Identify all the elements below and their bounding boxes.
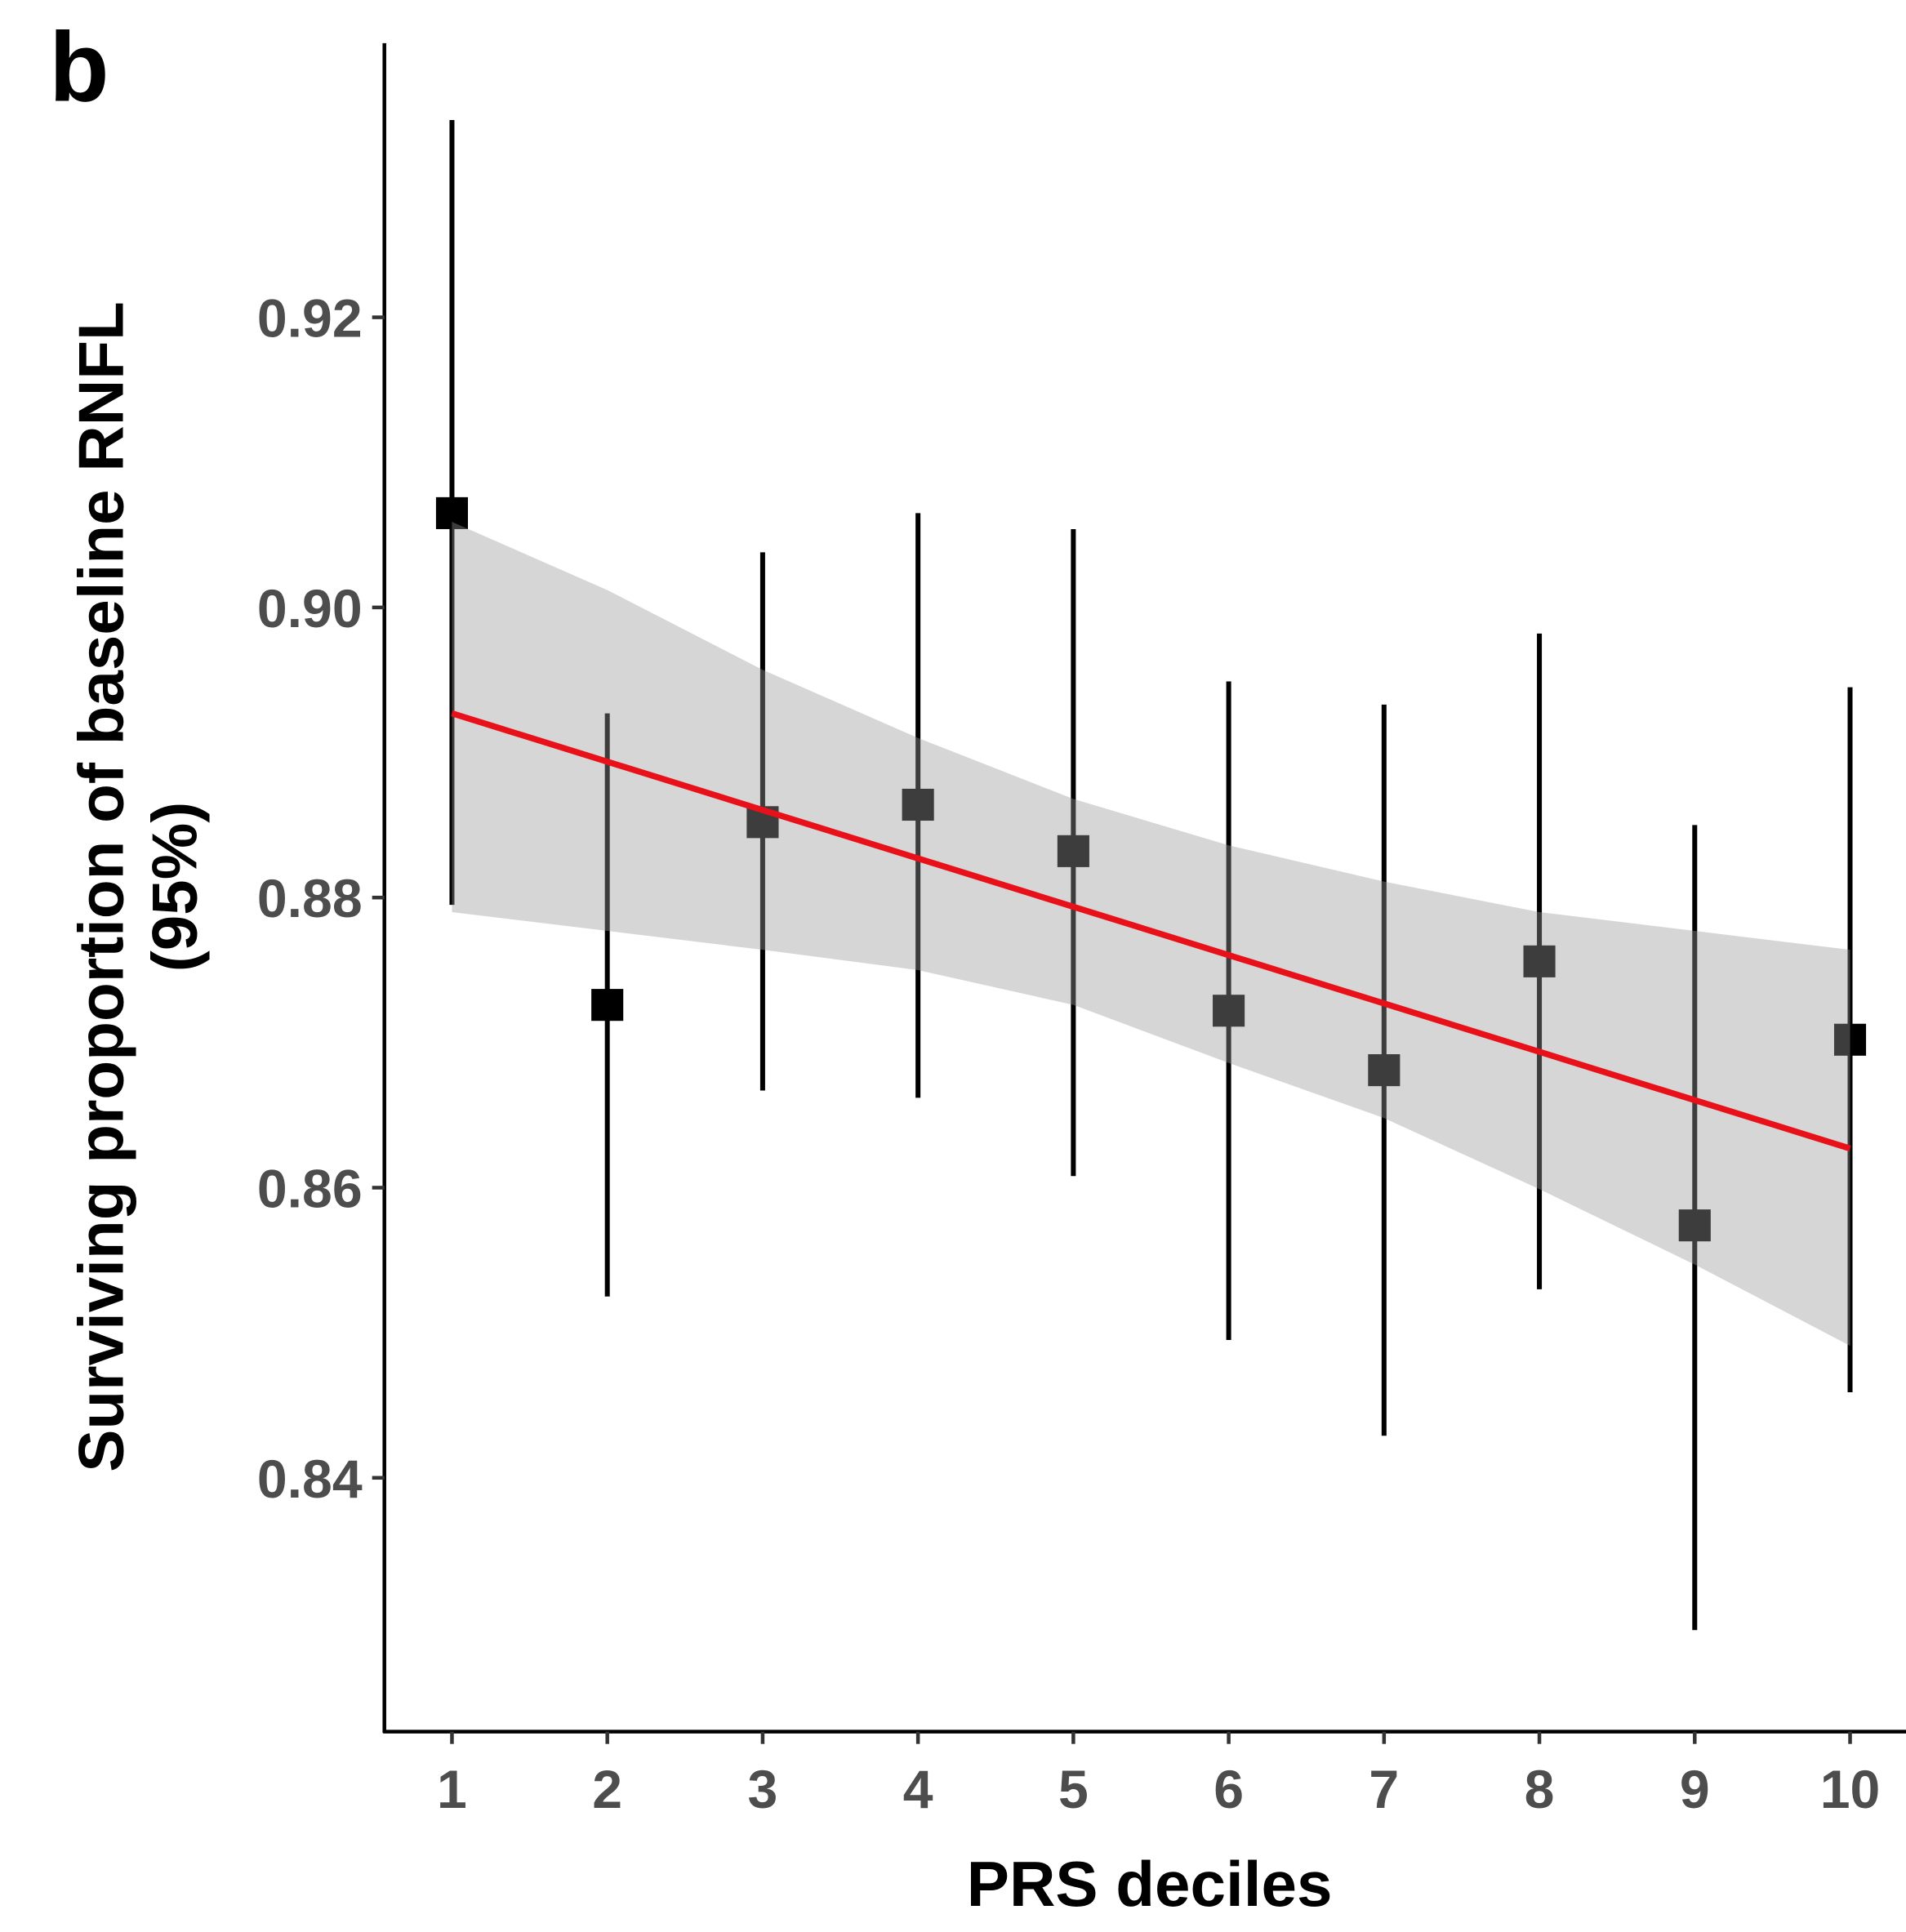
point <box>902 788 934 821</box>
point <box>1678 1209 1711 1242</box>
x-axis-label: PRS deciles <box>967 1848 1333 1920</box>
fit-line <box>451 710 1851 1152</box>
y-tick-label: 0.84 <box>257 1449 363 1510</box>
x-tick-label: 3 <box>748 1760 778 1820</box>
x-tick-label: 5 <box>1058 1760 1089 1820</box>
x-tick-label: 6 <box>1214 1760 1244 1820</box>
point <box>1368 1054 1401 1087</box>
point <box>1833 1023 1867 1056</box>
y-axis-label: (95%) <box>139 802 211 973</box>
point <box>435 496 469 529</box>
panel-label: b <box>49 13 109 122</box>
y-tick-label: 0.92 <box>257 289 363 349</box>
point <box>1523 945 1556 977</box>
x-tick-label: 1 <box>437 1760 467 1820</box>
y-axis-label: Surviving proportion of baseline RNFL <box>65 301 136 1472</box>
x-tick-label: 2 <box>592 1760 622 1820</box>
y-tick-label: 0.90 <box>257 579 363 639</box>
y-tick-label: 0.88 <box>257 869 363 929</box>
x-tick-label: 10 <box>1820 1760 1881 1820</box>
point <box>1213 995 1245 1027</box>
x-tick-label: 9 <box>1680 1760 1710 1820</box>
x-tick-label: 4 <box>903 1760 933 1820</box>
point <box>591 989 624 1022</box>
x-tick-label: 8 <box>1525 1760 1555 1820</box>
point <box>1057 835 1089 867</box>
x-tick-label: 7 <box>1369 1760 1399 1820</box>
y-tick-label: 0.86 <box>257 1160 363 1220</box>
